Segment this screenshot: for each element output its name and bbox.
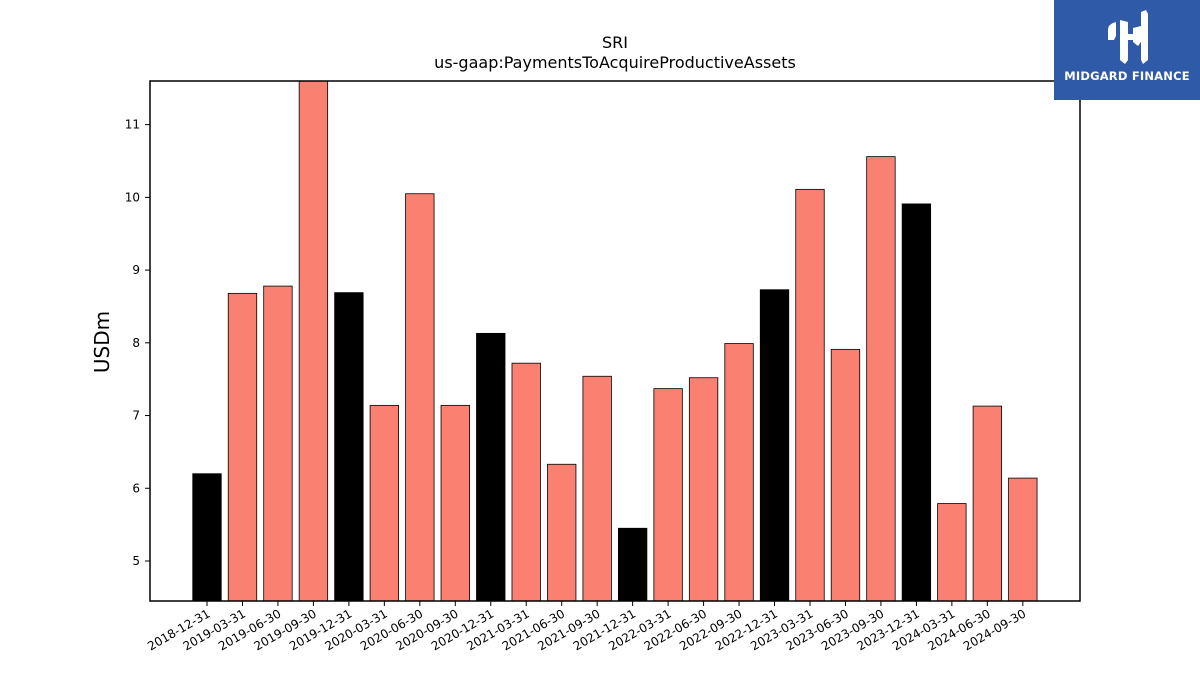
- bar-2023-12-31: [901, 203, 932, 602]
- y-tick-label: 5: [132, 554, 140, 568]
- y-tick-label: 8: [132, 336, 140, 350]
- y-tick-label: 9: [132, 263, 140, 277]
- bar-2020-09-30: [440, 404, 470, 602]
- y-tick-label: 6: [132, 481, 140, 495]
- bar-2024-09-30: [1008, 477, 1038, 602]
- bar-2019-12-31: [334, 292, 364, 602]
- chart-title: SRI: [602, 33, 628, 52]
- bar-2021-09-30: [582, 375, 612, 602]
- bar-2018-12-31: [192, 473, 222, 602]
- bar-2023-06-30: [830, 348, 861, 602]
- y-axis: 5 6 7 8 9 10 11: [125, 118, 150, 568]
- y-tick-label: 10: [125, 190, 140, 204]
- logo-text: MIDGARD FINANCE: [1064, 69, 1190, 83]
- bar-2024-03-31: [937, 503, 967, 602]
- midgard-finance-logo: MIDGARD FINANCE: [1054, 0, 1200, 100]
- bar-2021-12-31: [617, 527, 648, 602]
- bar-2021-03-31: [511, 362, 541, 602]
- bar-2022-12-31: [759, 289, 790, 602]
- bar-2022-06-30: [688, 377, 719, 602]
- bar-2019-06-30: [263, 285, 293, 602]
- plot-frame: [149, 80, 1081, 602]
- bar-2020-06-30: [405, 193, 435, 602]
- bar-2024-06-30: [972, 405, 1002, 602]
- bar-2023-03-31: [795, 188, 825, 602]
- bar-2023-09-30: [866, 156, 896, 602]
- bar-2019-03-31: [227, 292, 258, 602]
- y-axis-label: USDm: [90, 311, 114, 373]
- chart-subtitle: us-gaap:PaymentsToAcquireProductiveAsset…: [434, 53, 796, 72]
- x-axis: 2018-12-312019-03-312019-06-302019-09-30…: [145, 601, 1028, 653]
- bars-group: [192, 80, 1038, 602]
- bar-2019-09-30: [298, 80, 329, 602]
- bar-2022-09-30: [724, 343, 754, 602]
- y-tick-label: 11: [125, 118, 140, 132]
- bar-2022-03-31: [653, 388, 683, 602]
- bar-2021-06-30: [547, 463, 577, 602]
- midgard-logo-icon: [1108, 10, 1148, 64]
- y-tick-label: 7: [132, 409, 140, 423]
- bar-2020-03-31: [369, 404, 400, 602]
- bar-2020-12-31: [476, 332, 506, 602]
